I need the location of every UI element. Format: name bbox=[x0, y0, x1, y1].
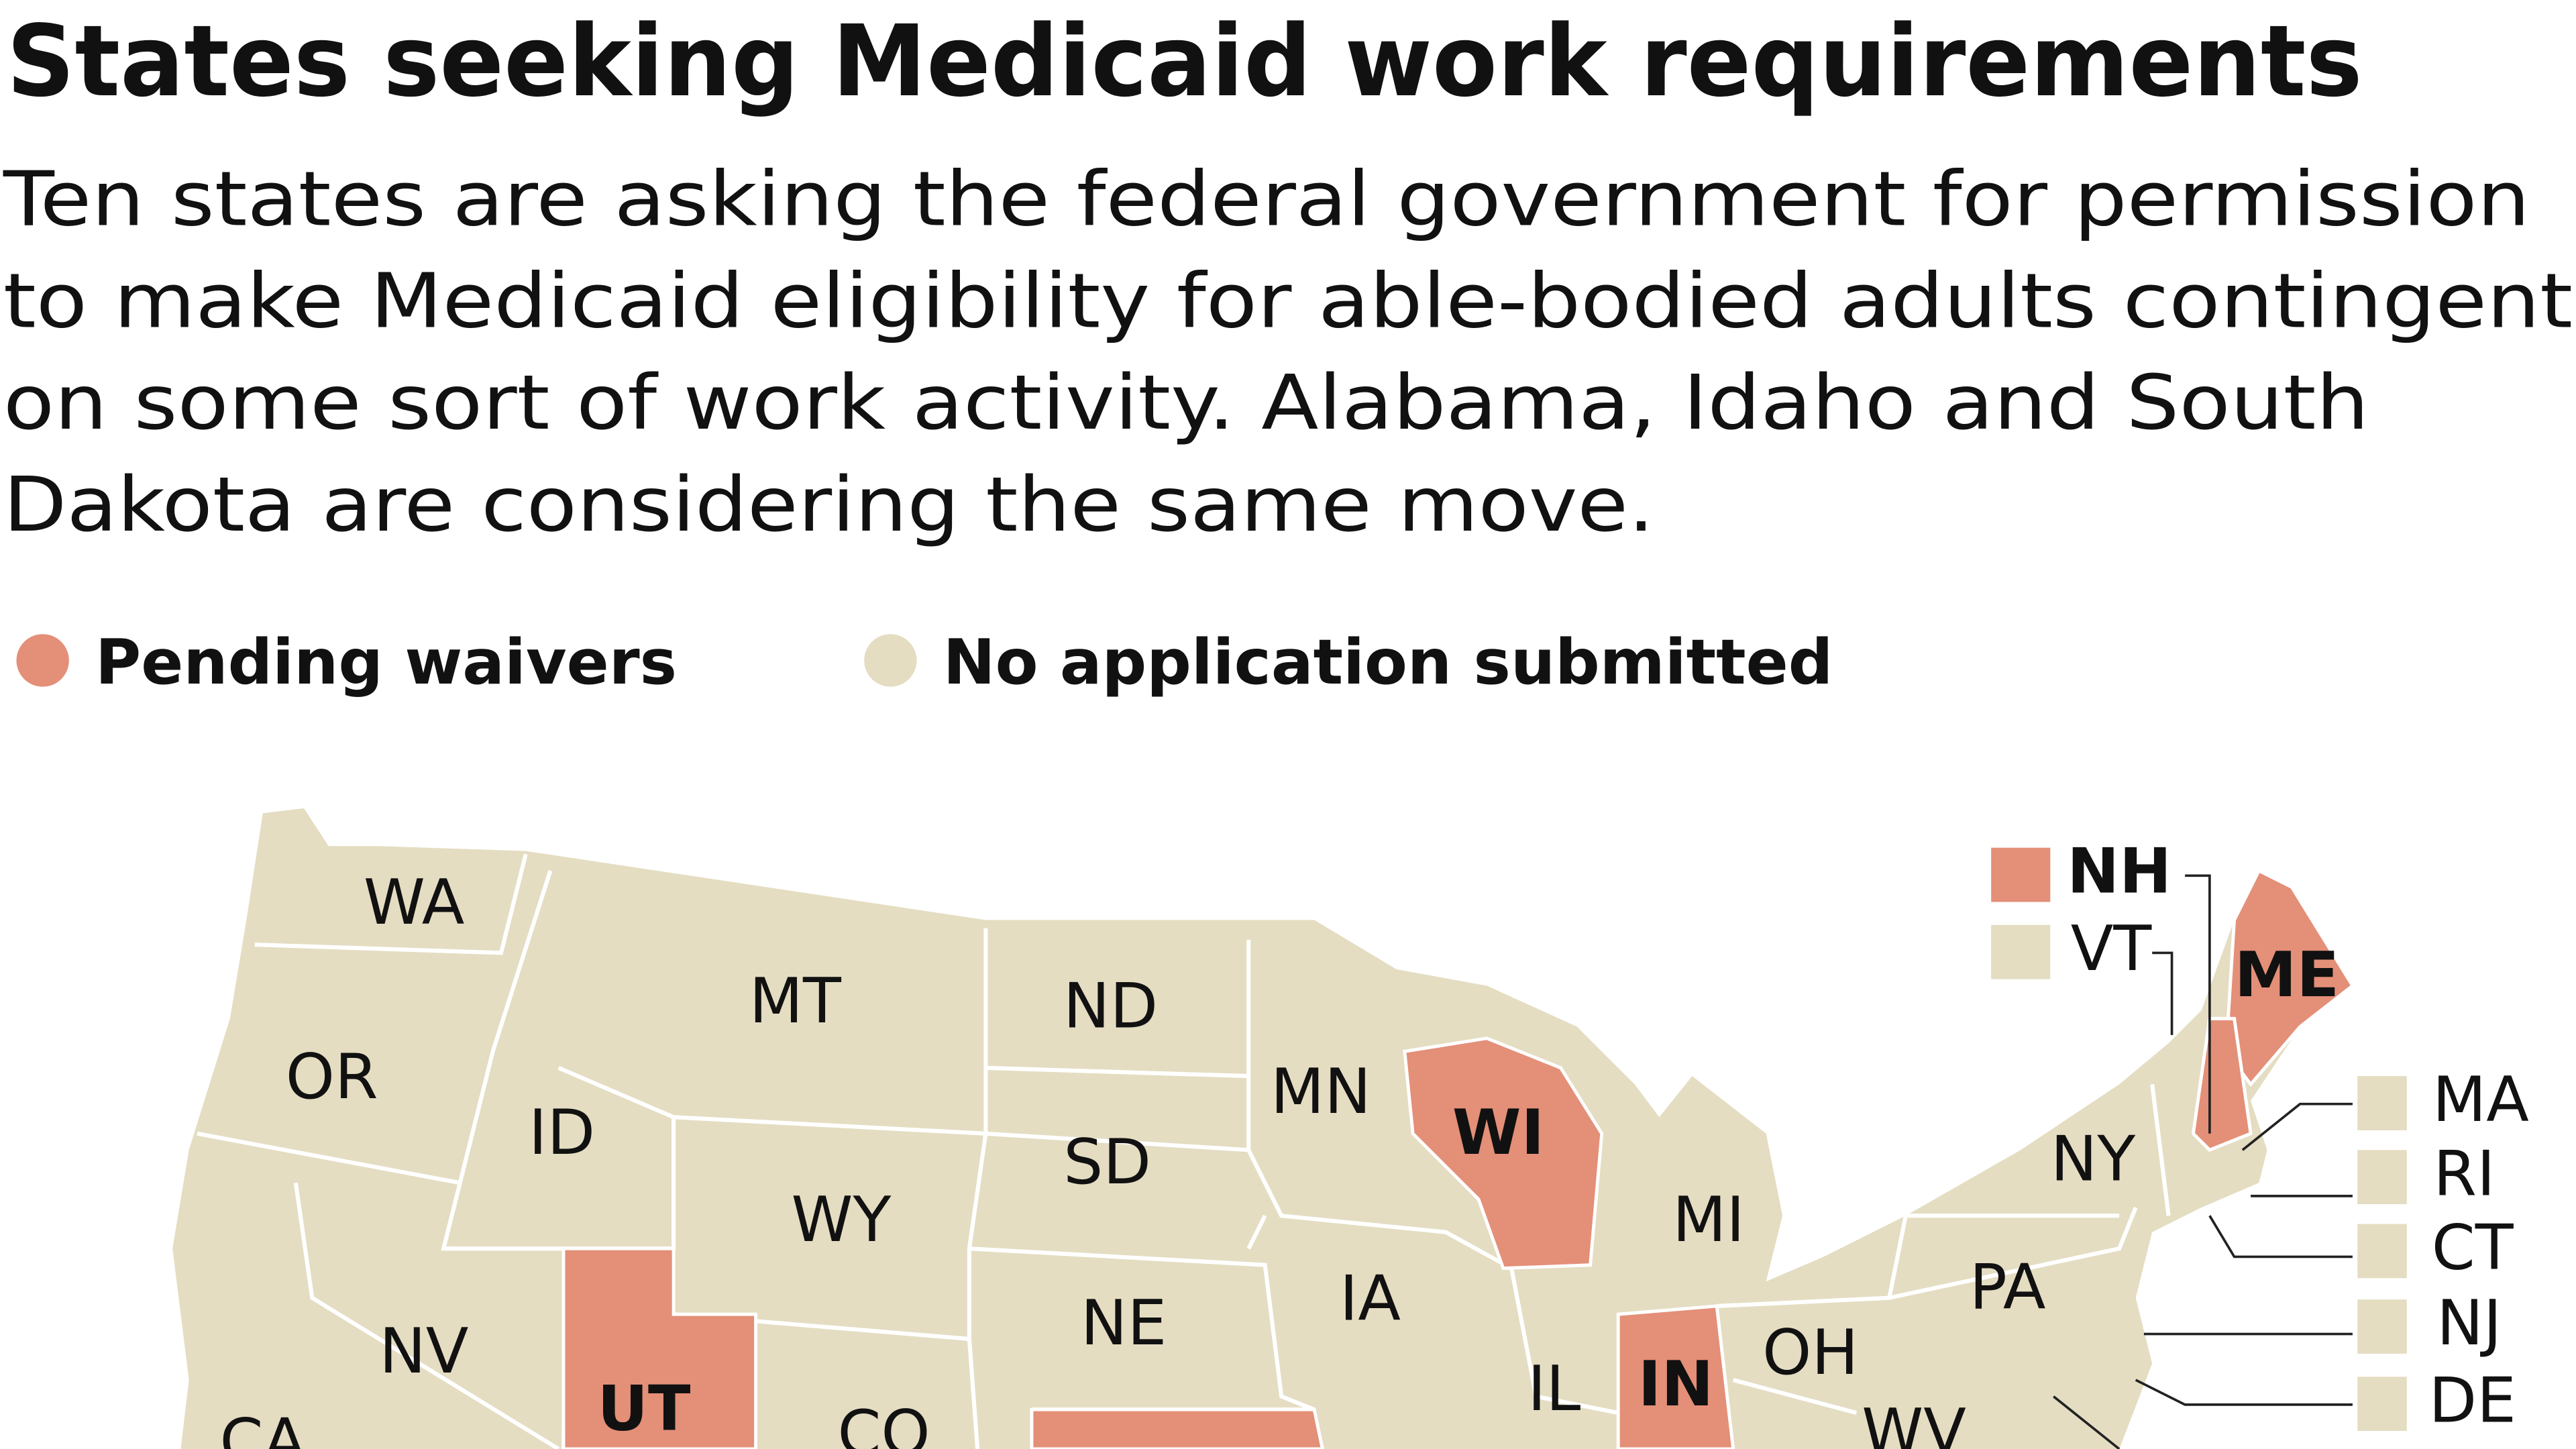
state-label: IL bbox=[1527, 1352, 1580, 1425]
inset-swatch bbox=[1991, 847, 2051, 902]
state-label: OR bbox=[286, 1040, 378, 1113]
state-label: NY bbox=[2051, 1122, 2137, 1195]
subtitle-line: Ten states are asking the federal govern… bbox=[3, 155, 2530, 244]
us-outline bbox=[172, 808, 2353, 1449]
subtitle-line: on some sort of work activity. Alabama, … bbox=[3, 358, 2369, 447]
inset-swatch bbox=[2357, 1224, 2407, 1279]
state-label: ND bbox=[1063, 970, 1158, 1042]
state-label: NE bbox=[1081, 1287, 1167, 1359]
state-shape bbox=[1616, 1304, 1735, 1449]
state-label: MA bbox=[2432, 1063, 2529, 1136]
state-label: CO bbox=[837, 1397, 930, 1449]
inset-swatch bbox=[2357, 1377, 2407, 1432]
state-label: MT bbox=[749, 965, 842, 1037]
state-shape bbox=[2191, 1016, 2253, 1152]
state-label: RI bbox=[2433, 1137, 2495, 1210]
state-label: ID bbox=[529, 1096, 595, 1169]
state-label: WI bbox=[1452, 1096, 1544, 1169]
state-label: IN bbox=[1638, 1348, 1714, 1420]
subtitle-line: Dakota are considering the same move. bbox=[3, 460, 1654, 549]
inset-swatch bbox=[2357, 1150, 2407, 1205]
lake bbox=[1774, 1150, 1873, 1208]
legend-swatch bbox=[864, 634, 917, 687]
state-label: WA bbox=[364, 866, 465, 938]
state-label: NJ bbox=[2436, 1287, 2502, 1359]
state-label: OH bbox=[1762, 1316, 1858, 1389]
state-shape bbox=[1030, 1407, 1324, 1449]
state-label: PA bbox=[1970, 1250, 2046, 1323]
subtitle-line: to make Medicaid eligibility for able-bo… bbox=[3, 256, 2573, 345]
inset-swatch bbox=[2357, 1299, 2407, 1354]
state-label: CT bbox=[2432, 1212, 2514, 1284]
inset-swatch bbox=[2357, 1076, 2407, 1130]
state-shape bbox=[1403, 1036, 1604, 1271]
state-label: SD bbox=[1063, 1126, 1151, 1198]
state-shape bbox=[561, 1246, 757, 1449]
inset-swatch bbox=[1991, 924, 2051, 979]
state-label: UT bbox=[597, 1373, 690, 1445]
state-label: VT bbox=[2071, 912, 2153, 985]
legend-swatch bbox=[16, 634, 69, 687]
state-label: NH bbox=[2067, 835, 2171, 908]
legend-label: No application submitted bbox=[943, 626, 1833, 698]
state-label: CA bbox=[220, 1405, 307, 1449]
title: States seeking Medicaid work requirement… bbox=[7, 4, 2363, 119]
state-label: NV bbox=[379, 1315, 468, 1387]
lake bbox=[1577, 1002, 1676, 1085]
state-label: MI bbox=[1672, 1183, 1745, 1256]
state-label: IA bbox=[1340, 1262, 1401, 1334]
leader-lines bbox=[2053, 874, 2353, 1449]
state-label: DE bbox=[2428, 1364, 2516, 1436]
state-label: WY bbox=[791, 1183, 892, 1256]
state-label: WV bbox=[1862, 1395, 1966, 1449]
state-label: MN bbox=[1271, 1055, 1371, 1128]
legend-label: Pending waivers bbox=[95, 626, 677, 698]
state-label: ME bbox=[2235, 938, 2339, 1011]
